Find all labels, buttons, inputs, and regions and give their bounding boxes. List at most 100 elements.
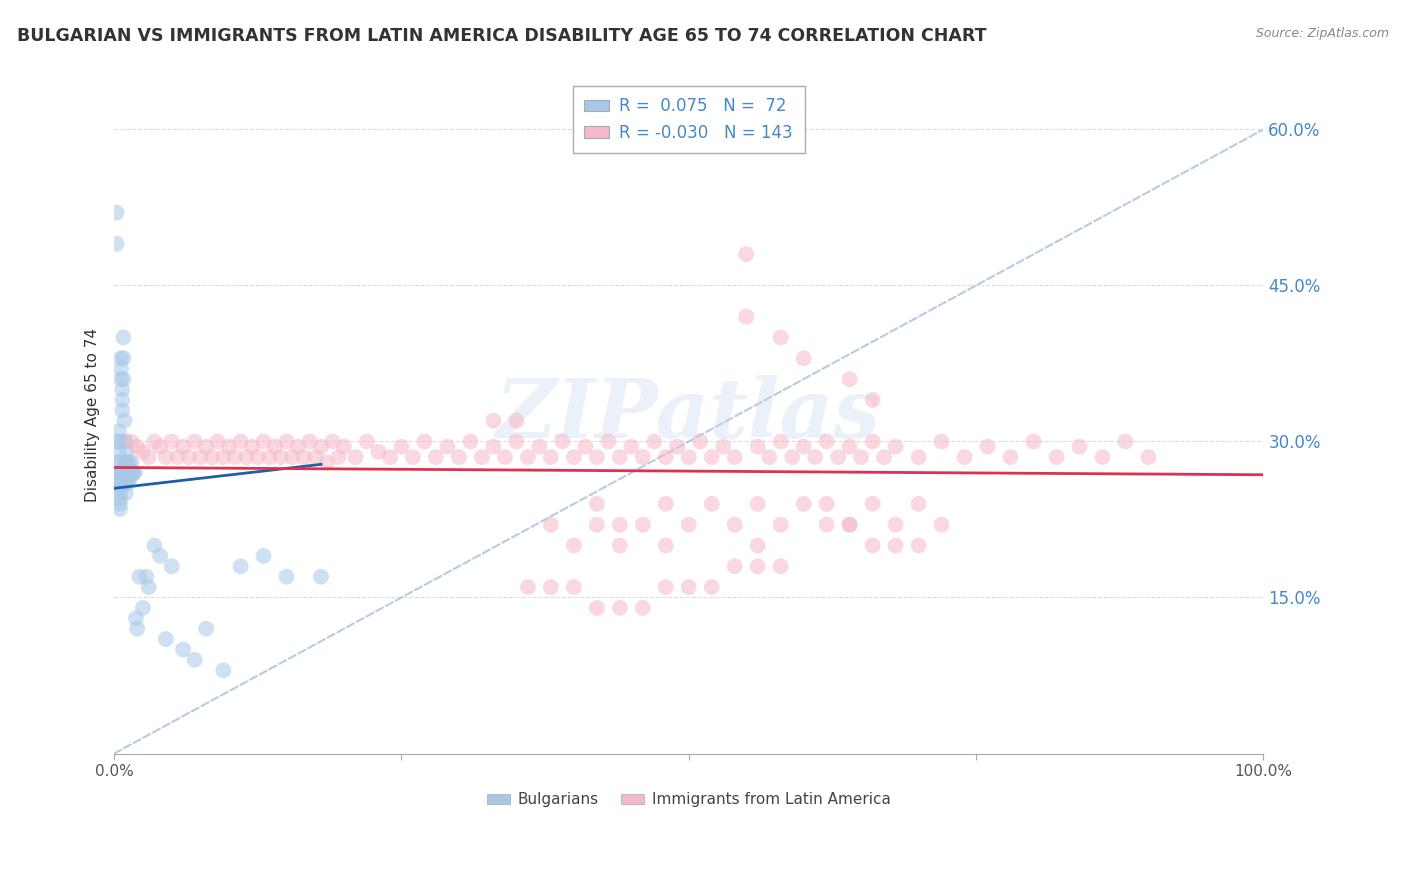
Point — [562, 580, 585, 594]
Point — [436, 440, 458, 454]
Point — [609, 450, 631, 464]
Point — [689, 434, 711, 449]
Point — [873, 450, 896, 464]
Point — [107, 476, 129, 491]
Point — [287, 440, 309, 454]
Point — [118, 455, 141, 469]
Point — [540, 450, 562, 464]
Point — [620, 440, 643, 454]
Point — [862, 434, 884, 449]
Point — [315, 455, 337, 469]
Point — [124, 466, 146, 480]
Point — [143, 539, 166, 553]
Point — [815, 434, 838, 449]
Point — [747, 539, 769, 553]
Point — [1114, 434, 1136, 449]
Point — [1045, 450, 1067, 464]
Point — [120, 466, 142, 480]
Point — [111, 403, 134, 417]
Point — [700, 450, 723, 464]
Point — [138, 450, 160, 464]
Point — [155, 632, 177, 646]
Point — [700, 497, 723, 511]
Point — [122, 466, 145, 480]
Point — [195, 440, 218, 454]
Point — [460, 434, 482, 449]
Point — [149, 549, 172, 563]
Point — [112, 466, 135, 480]
Point — [107, 445, 129, 459]
Point — [117, 476, 139, 491]
Point — [333, 440, 356, 454]
Point — [1000, 450, 1022, 464]
Point — [402, 450, 425, 464]
Point — [609, 517, 631, 532]
Point — [114, 476, 136, 491]
Point — [769, 559, 792, 574]
Point — [804, 450, 827, 464]
Point — [322, 434, 344, 449]
Point — [780, 450, 803, 464]
Point — [724, 559, 747, 574]
Point — [735, 310, 758, 324]
Point — [562, 450, 585, 464]
Point — [149, 440, 172, 454]
Point — [655, 450, 678, 464]
Point — [252, 549, 274, 563]
Point — [551, 434, 574, 449]
Point — [724, 517, 747, 532]
Point — [110, 351, 132, 366]
Point — [724, 450, 747, 464]
Point — [108, 486, 131, 500]
Point — [155, 450, 177, 464]
Point — [117, 471, 139, 485]
Point — [494, 450, 516, 464]
Point — [195, 622, 218, 636]
Point — [574, 440, 596, 454]
Point — [111, 392, 134, 407]
Point — [107, 434, 129, 449]
Point — [793, 351, 815, 366]
Point — [218, 440, 240, 454]
Point — [907, 539, 929, 553]
Point — [862, 539, 884, 553]
Point — [115, 455, 138, 469]
Point — [747, 497, 769, 511]
Point — [678, 517, 700, 532]
Point — [309, 440, 332, 454]
Point — [143, 434, 166, 449]
Point — [562, 539, 585, 553]
Point — [120, 434, 142, 449]
Point — [160, 559, 183, 574]
Point — [132, 445, 155, 459]
Point — [735, 247, 758, 261]
Point — [585, 601, 607, 615]
Point — [976, 440, 998, 454]
Point — [183, 434, 205, 449]
Point — [758, 450, 780, 464]
Point — [246, 450, 269, 464]
Point — [166, 450, 188, 464]
Point — [631, 601, 654, 615]
Point — [114, 414, 136, 428]
Point — [309, 570, 332, 584]
Point — [884, 539, 907, 553]
Point — [110, 361, 132, 376]
Point — [747, 559, 769, 574]
Point — [114, 434, 136, 449]
Point — [862, 392, 884, 407]
Point — [281, 450, 304, 464]
Point — [127, 622, 149, 636]
Point — [114, 466, 136, 480]
Point — [112, 330, 135, 344]
Point — [292, 450, 315, 464]
Point — [108, 502, 131, 516]
Point — [884, 517, 907, 532]
Point — [114, 476, 136, 491]
Point — [107, 455, 129, 469]
Point — [631, 450, 654, 464]
Point — [298, 434, 321, 449]
Point — [862, 497, 884, 511]
Point — [108, 497, 131, 511]
Point — [793, 440, 815, 454]
